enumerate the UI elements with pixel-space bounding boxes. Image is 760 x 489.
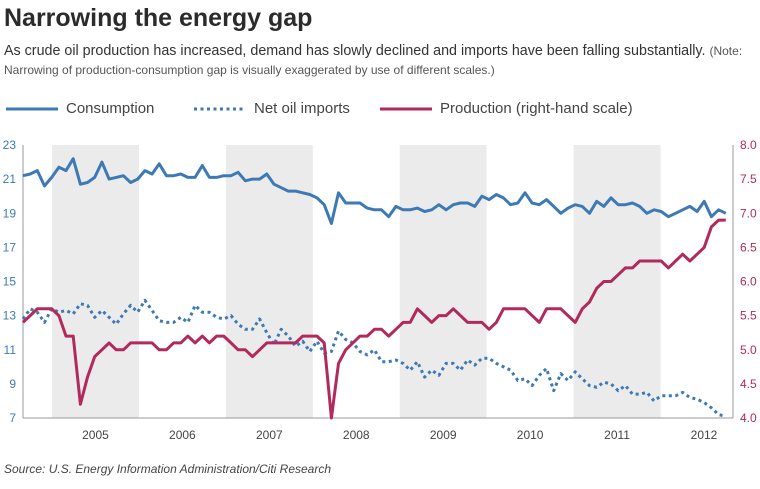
legend-item-imports: Net oil imports xyxy=(194,98,350,120)
x-tick-label: 2009 xyxy=(430,428,457,442)
year-bands xyxy=(51,145,661,418)
right-tick-label: 5.5 xyxy=(740,309,757,323)
left-tick-label: 17 xyxy=(3,240,17,254)
chart-series xyxy=(21,157,727,420)
left-tick-label: 9 xyxy=(9,377,16,391)
band-2009 xyxy=(399,145,487,418)
legend-label-consumption: Consumption xyxy=(66,100,155,117)
left-tick-label: 7 xyxy=(9,411,16,425)
x-tick-label: 2012 xyxy=(691,428,718,442)
right-tick-label: 4.5 xyxy=(740,377,757,391)
subtitle-note: (Note: Narrowing of production-consumpti… xyxy=(4,44,743,77)
right-tick-label: 8.0 xyxy=(740,138,757,152)
series-line-consumption xyxy=(22,157,727,225)
legend-label-imports: Net oil imports xyxy=(254,100,350,117)
chart-axes xyxy=(22,145,734,419)
left-tick-label: 11 xyxy=(4,343,17,357)
right-tick-label: 6.5 xyxy=(740,240,757,254)
legend-swatch-consumption xyxy=(6,107,58,111)
x-tick-label: 2007 xyxy=(256,428,283,442)
left-tick-label: 19 xyxy=(3,206,17,220)
left-tick-label: 21 xyxy=(3,172,17,186)
band-2007 xyxy=(225,145,313,418)
right-tick-label: 4.0 xyxy=(740,411,757,425)
x-tick-label: 2006 xyxy=(169,428,196,442)
right-tick-label: 6.0 xyxy=(740,275,757,289)
x-tick-label: 2011 xyxy=(604,428,630,442)
chart-title: Narrowing the energy gap xyxy=(4,4,313,32)
band-2011 xyxy=(573,145,661,418)
chart-subtitle: As crude oil production has increased, d… xyxy=(4,42,756,80)
right-tick-label: 5.0 xyxy=(740,343,757,357)
x-tick-label: 2010 xyxy=(517,428,544,442)
legend-swatch-production xyxy=(380,107,432,111)
series-line-production xyxy=(21,218,726,420)
subtitle-main: As crude oil production has increased, d… xyxy=(4,43,706,59)
band-2005 xyxy=(51,145,139,418)
left-tick-label: 15 xyxy=(3,275,17,289)
x-tick-label: 2005 xyxy=(82,428,109,442)
left-tick-label: 13 xyxy=(3,309,17,323)
chart-source: Source: U.S. Energy Information Administ… xyxy=(4,462,332,476)
legend-item-consumption: Consumption xyxy=(6,98,154,120)
chart-tick-labels: 7 9 11 13 15 17 19 21 23 4.0 4.5 5.0 5.5 6.0 6.5 7.0 7.5… xyxy=(3,138,757,442)
x-tick-label: 2008 xyxy=(343,428,370,442)
left-tick-label: 23 xyxy=(3,138,17,152)
right-tick-label: 7.5 xyxy=(740,172,757,186)
right-tick-label: 7.0 xyxy=(740,206,757,220)
legend-label-production: Production (right-hand scale) xyxy=(440,100,633,117)
legend-item-production: Production (right-hand scale) xyxy=(380,98,633,120)
legend-swatch-imports xyxy=(194,107,246,111)
